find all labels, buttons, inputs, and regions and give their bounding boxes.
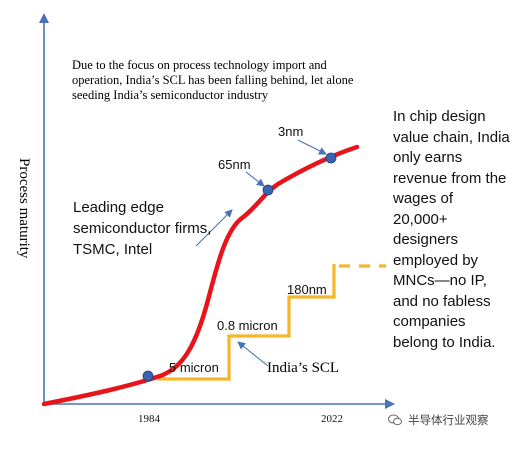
arrow-3nm (297, 139, 327, 155)
watermark-text: 半导体行业观察 (408, 415, 489, 427)
arrow-leading-edge (195, 209, 233, 247)
right-annotation: In chip design value chain, India only e… (393, 108, 510, 351)
label-65nm: 65nm (218, 157, 251, 172)
label-08micron: 0.8 micron (217, 318, 278, 333)
y-axis-label-wrap: Process maturity (14, 158, 34, 318)
label-5micron: 5 micron (169, 360, 219, 375)
x-tick-1984: 1984 (138, 413, 161, 425)
wechat-icon (388, 414, 402, 426)
leading-edge-curve (41, 144, 360, 407)
india-scl-label: India’s SCL (267, 360, 340, 376)
x-tick-2022: 2022 (321, 413, 343, 425)
y-axis-label: Process maturity (16, 158, 32, 259)
india-scl-step-line (158, 264, 336, 381)
marker-65nm (262, 184, 274, 196)
marker-3nm (325, 152, 337, 164)
label-180nm: 180nm (287, 282, 327, 297)
marker-5micron (142, 370, 154, 382)
arrow-india-scl (237, 341, 269, 367)
leading-edge-label: Leading edge semiconductor firms, TSMC, … (73, 199, 212, 258)
top-note: Due to the focus on process technology i… (72, 58, 354, 102)
arrow-65nm (245, 171, 265, 187)
label-3nm: 3nm (278, 124, 303, 139)
